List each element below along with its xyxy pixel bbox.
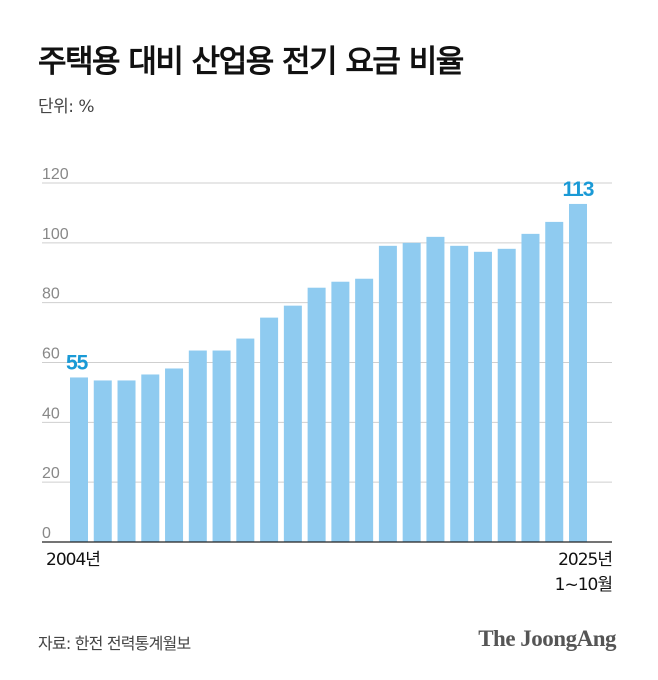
bar-2019 [426, 236, 445, 542]
bar-2014 [307, 287, 326, 542]
y-tick-label: 0 [42, 525, 51, 542]
bar-2011 [236, 338, 255, 542]
bar-2006 [117, 380, 136, 542]
data-label-last: 113 [563, 178, 594, 201]
bar-2016 [355, 278, 374, 542]
y-tick-label: 40 [42, 405, 60, 422]
y-tick-label: 80 [42, 286, 60, 303]
unit-label: 단위: % [38, 97, 95, 117]
data-label-first: 55 [66, 351, 89, 374]
publisher-logo: The JoongAng [478, 626, 616, 651]
bar-2017 [378, 245, 397, 542]
bar-2023 [521, 233, 540, 542]
source-note: 자료: 한전 전력통계월보 [38, 634, 191, 653]
bar-2018 [402, 242, 421, 543]
x-label-last: 2025년 [558, 550, 612, 570]
bar-2025 [569, 203, 587, 543]
bar-2022 [497, 248, 516, 543]
bar-2009 [188, 350, 207, 542]
y-tick-label: 20 [42, 465, 60, 482]
chart-title: 주택용 대비 산업용 전기 요금 비율 [38, 44, 464, 80]
bar-2008 [165, 368, 184, 542]
bar-2005 [93, 380, 112, 542]
y-tick-label: 100 [42, 226, 69, 243]
bar-2020 [450, 245, 469, 542]
bar-2015 [331, 281, 350, 542]
x-label-last-sub: 1~10월 [555, 575, 612, 595]
bar-2007 [141, 374, 160, 542]
bar-2004 [70, 377, 88, 542]
bar-2013 [283, 305, 302, 542]
y-tick-label: 120 [42, 166, 69, 183]
bar-2024 [545, 221, 564, 542]
x-label-first: 2004년 [46, 550, 100, 570]
bar-2010 [212, 350, 231, 542]
bar-2012 [260, 317, 279, 542]
y-tick-label: 60 [42, 346, 60, 363]
bar-2021 [473, 251, 492, 542]
